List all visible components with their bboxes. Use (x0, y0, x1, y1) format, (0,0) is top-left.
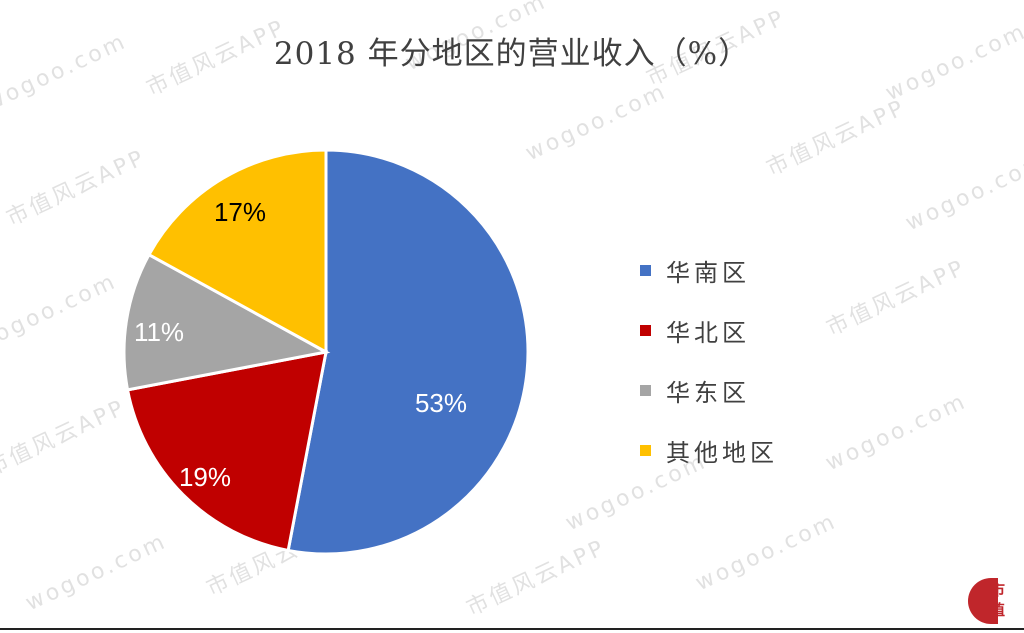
logo-circle-icon (968, 578, 998, 624)
legend: 华南区 华北区 华东区 其他地区 (640, 240, 778, 480)
logo-char: 市 (990, 581, 1006, 599)
logo-text: 市 值 (990, 580, 1005, 620)
pie-slice (146, 148, 328, 355)
pie-slice (122, 252, 331, 392)
data-label-east: 11% (134, 317, 184, 347)
data-label-south: 53% (415, 388, 467, 418)
chart-title: 2018 年分地区的营业收入（%） (273, 36, 751, 72)
bottom-border (0, 628, 1024, 630)
logo-char: 值 (990, 601, 1006, 619)
legend-item-south: 华南区 (640, 240, 778, 300)
legend-label: 华南区 (666, 258, 750, 287)
legend-swatch (640, 324, 651, 336)
legend-swatch (640, 264, 651, 276)
data-label-other: 17% (214, 197, 266, 227)
pie-data-labels: 53% 19% 11% 17% (134, 197, 467, 492)
legend-label: 华东区 (666, 378, 750, 407)
pie-slices (122, 148, 530, 556)
pie-slice (286, 148, 530, 556)
legend-label: 其他地区 (666, 438, 778, 467)
legend-swatch (640, 444, 651, 456)
brand-logo: 市 值 (968, 578, 1010, 624)
data-label-north: 19% (179, 462, 231, 492)
legend-item-other: 其他地区 (640, 420, 778, 480)
legend-label: 华北区 (666, 318, 750, 347)
legend-item-north: 华北区 (640, 300, 778, 360)
pie-slice (125, 350, 328, 553)
legend-swatch (640, 384, 651, 396)
legend-item-east: 华东区 (640, 360, 778, 420)
